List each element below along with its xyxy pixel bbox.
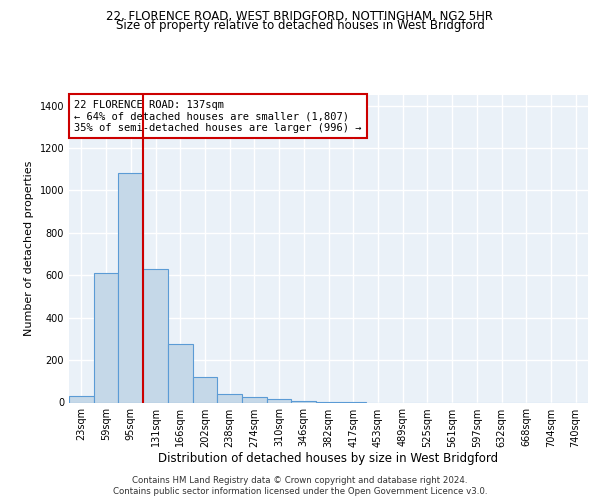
Bar	[217, 394, 242, 402]
Bar	[242, 397, 267, 402]
X-axis label: Distribution of detached houses by size in West Bridgford: Distribution of detached houses by size …	[158, 452, 499, 466]
Text: Contains public sector information licensed under the Open Government Licence v3: Contains public sector information licen…	[113, 487, 487, 496]
Bar	[118, 174, 143, 402]
Bar	[168, 344, 193, 403]
Bar	[193, 377, 217, 402]
Y-axis label: Number of detached properties: Number of detached properties	[24, 161, 34, 336]
Bar	[267, 400, 292, 402]
Bar	[94, 273, 118, 402]
Text: 22, FLORENCE ROAD, WEST BRIDGFORD, NOTTINGHAM, NG2 5HR: 22, FLORENCE ROAD, WEST BRIDGFORD, NOTTI…	[107, 10, 493, 23]
Text: 22 FLORENCE ROAD: 137sqm
← 64% of detached houses are smaller (1,807)
35% of sem: 22 FLORENCE ROAD: 137sqm ← 64% of detach…	[74, 100, 362, 133]
Text: Contains HM Land Registry data © Crown copyright and database right 2024.: Contains HM Land Registry data © Crown c…	[132, 476, 468, 485]
Text: Size of property relative to detached houses in West Bridgford: Size of property relative to detached ho…	[116, 19, 484, 32]
Bar	[143, 269, 168, 402]
Bar	[69, 396, 94, 402]
